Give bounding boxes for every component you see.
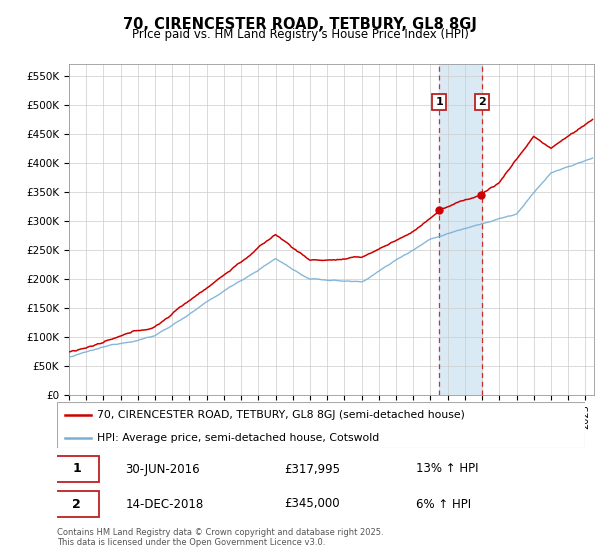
FancyBboxPatch shape xyxy=(55,491,99,517)
Text: 1: 1 xyxy=(72,463,81,475)
Text: 70, CIRENCESTER ROAD, TETBURY, GL8 8GJ: 70, CIRENCESTER ROAD, TETBURY, GL8 8GJ xyxy=(123,17,477,32)
Text: 14-DEC-2018: 14-DEC-2018 xyxy=(125,497,204,511)
Bar xyxy=(439,64,482,395)
FancyBboxPatch shape xyxy=(55,456,99,482)
Text: Price paid vs. HM Land Registry's House Price Index (HPI): Price paid vs. HM Land Registry's House … xyxy=(131,28,469,41)
Text: 70, CIRENCESTER ROAD, TETBURY, GL8 8GJ (semi-detached house): 70, CIRENCESTER ROAD, TETBURY, GL8 8GJ (… xyxy=(97,410,464,420)
Text: 30-JUN-2016: 30-JUN-2016 xyxy=(125,463,200,475)
Text: 2: 2 xyxy=(72,497,81,511)
Text: 13% ↑ HPI: 13% ↑ HPI xyxy=(416,463,479,475)
Text: 6% ↑ HPI: 6% ↑ HPI xyxy=(416,497,471,511)
Text: 2: 2 xyxy=(478,97,486,107)
Text: £317,995: £317,995 xyxy=(284,463,340,475)
Text: HPI: Average price, semi-detached house, Cotswold: HPI: Average price, semi-detached house,… xyxy=(97,433,379,443)
Text: £345,000: £345,000 xyxy=(284,497,340,511)
Text: Contains HM Land Registry data © Crown copyright and database right 2025.
This d: Contains HM Land Registry data © Crown c… xyxy=(57,528,383,547)
Text: 1: 1 xyxy=(435,97,443,107)
